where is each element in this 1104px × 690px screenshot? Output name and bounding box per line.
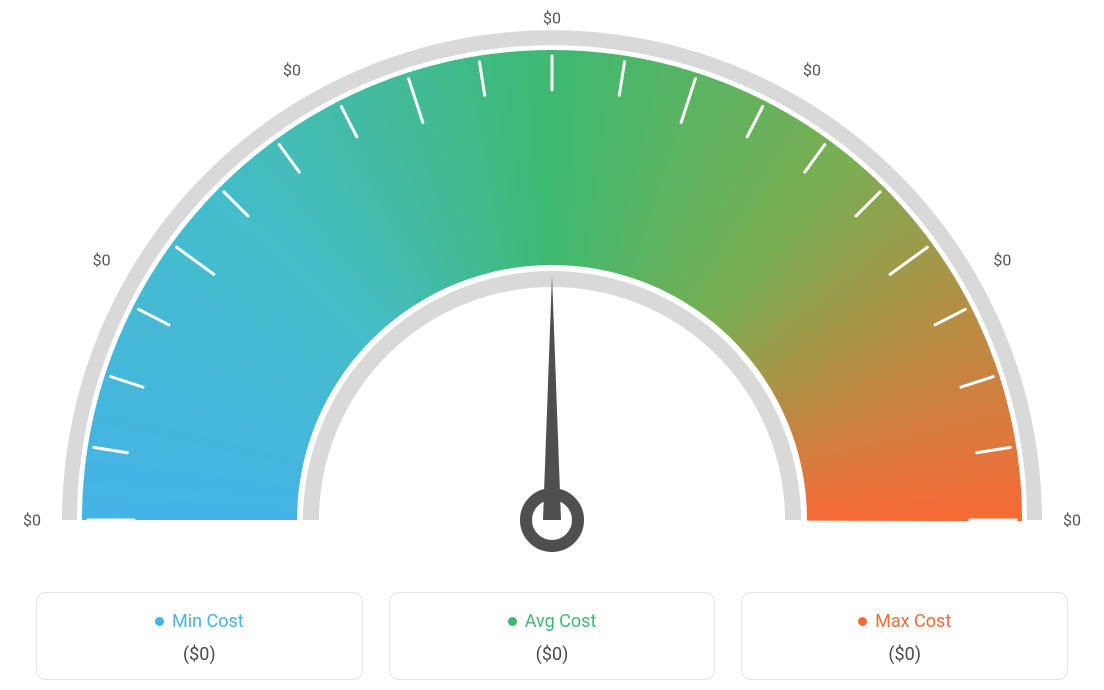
avg-dot-icon [508,617,517,626]
legend-value-max: ($0) [754,644,1055,665]
gauge-tick-label: $0 [993,251,1011,270]
legend-card-max: Max Cost ($0) [741,592,1068,680]
legend-label-min: Min Cost [172,611,244,632]
gauge-tick-label: $0 [803,60,821,79]
legend-title-min: Min Cost [155,611,244,632]
legend-row: Min Cost ($0) Avg Cost ($0) Max Cost ($0… [0,592,1104,680]
legend-card-min: Min Cost ($0) [36,592,363,680]
legend-title-avg: Avg Cost [508,611,597,632]
legend-value-min: ($0) [49,644,350,665]
legend-value-avg: ($0) [402,644,703,665]
gauge-tick-label: $0 [283,60,301,79]
gauge-tick-label: $0 [543,9,561,28]
legend-title-max: Max Cost [858,611,951,632]
gauge-svg [0,0,1104,560]
gauge-chart: $0 $0 $0 $0 $0 $0 $0 [0,0,1104,560]
legend-card-avg: Avg Cost ($0) [389,592,716,680]
min-dot-icon [155,617,164,626]
gauge-tick-label: $0 [1063,511,1081,530]
max-dot-icon [858,617,867,626]
gauge-tick-label: $0 [23,511,41,530]
legend-label-max: Max Cost [875,611,951,632]
legend-label-avg: Avg Cost [525,611,597,632]
gauge-tick-label: $0 [93,251,111,270]
